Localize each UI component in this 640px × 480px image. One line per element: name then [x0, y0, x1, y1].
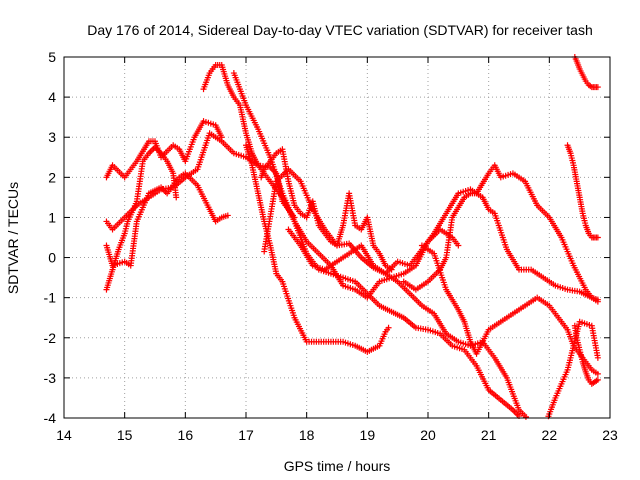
y-tick-label: 0: [48, 250, 56, 266]
x-axis-label: GPS time / hours: [284, 458, 391, 474]
x-tick-label: 14: [56, 427, 72, 443]
series-track-15: [571, 322, 601, 387]
y-tick-label: -2: [44, 330, 57, 346]
x-tick-label: 23: [602, 427, 618, 443]
x-tick-label: 20: [420, 427, 436, 443]
x-tick-label: 16: [178, 427, 194, 443]
x-tick-label: 15: [117, 427, 133, 443]
y-tick-label: -4: [44, 410, 57, 426]
series-track-4: [103, 144, 180, 293]
data-point: [594, 296, 601, 303]
y-tick-label: 3: [48, 129, 56, 145]
data-point: [173, 194, 180, 201]
x-tick-label: 19: [360, 427, 376, 443]
x-tick-label: 22: [542, 427, 558, 443]
y-tick-label: -1: [44, 290, 57, 306]
data-point: [594, 376, 601, 383]
chart-title: Day 176 of 2014, Sidereal Day-to-day VTE…: [87, 22, 593, 38]
x-tick-label: 17: [238, 427, 254, 443]
data-point: [594, 234, 601, 241]
y-tick-label: 2: [48, 169, 56, 185]
data-point: [224, 212, 231, 219]
data-point: [385, 324, 392, 331]
data-point: [455, 242, 462, 249]
y-tick-label: -3: [44, 370, 57, 386]
y-axis-label: SDTVAR / TECUs: [5, 182, 21, 294]
series-track-9: [261, 166, 601, 420]
plot-frame: [63, 56, 611, 419]
x-tick-label: 18: [299, 427, 315, 443]
series-track-6: [230, 70, 522, 419]
x-tick-label: 21: [481, 427, 497, 443]
data-points-layer: [103, 54, 601, 420]
data-point: [522, 413, 529, 420]
y-tick-label: 4: [48, 89, 56, 105]
y-tick-label: 1: [48, 209, 56, 225]
series-track-7: [243, 142, 392, 355]
series-track-8: [258, 146, 395, 273]
series-track-11: [400, 162, 601, 303]
data-point: [594, 354, 601, 361]
series-track-12: [418, 242, 601, 377]
series-track-13: [564, 142, 601, 241]
grid-layer: [64, 57, 610, 418]
y-tick-label: 5: [48, 49, 56, 65]
series-track-1: [103, 118, 225, 181]
data-point: [594, 370, 601, 377]
series-track-14: [571, 54, 601, 91]
series-track-10: [285, 186, 601, 305]
data-point: [594, 84, 601, 91]
